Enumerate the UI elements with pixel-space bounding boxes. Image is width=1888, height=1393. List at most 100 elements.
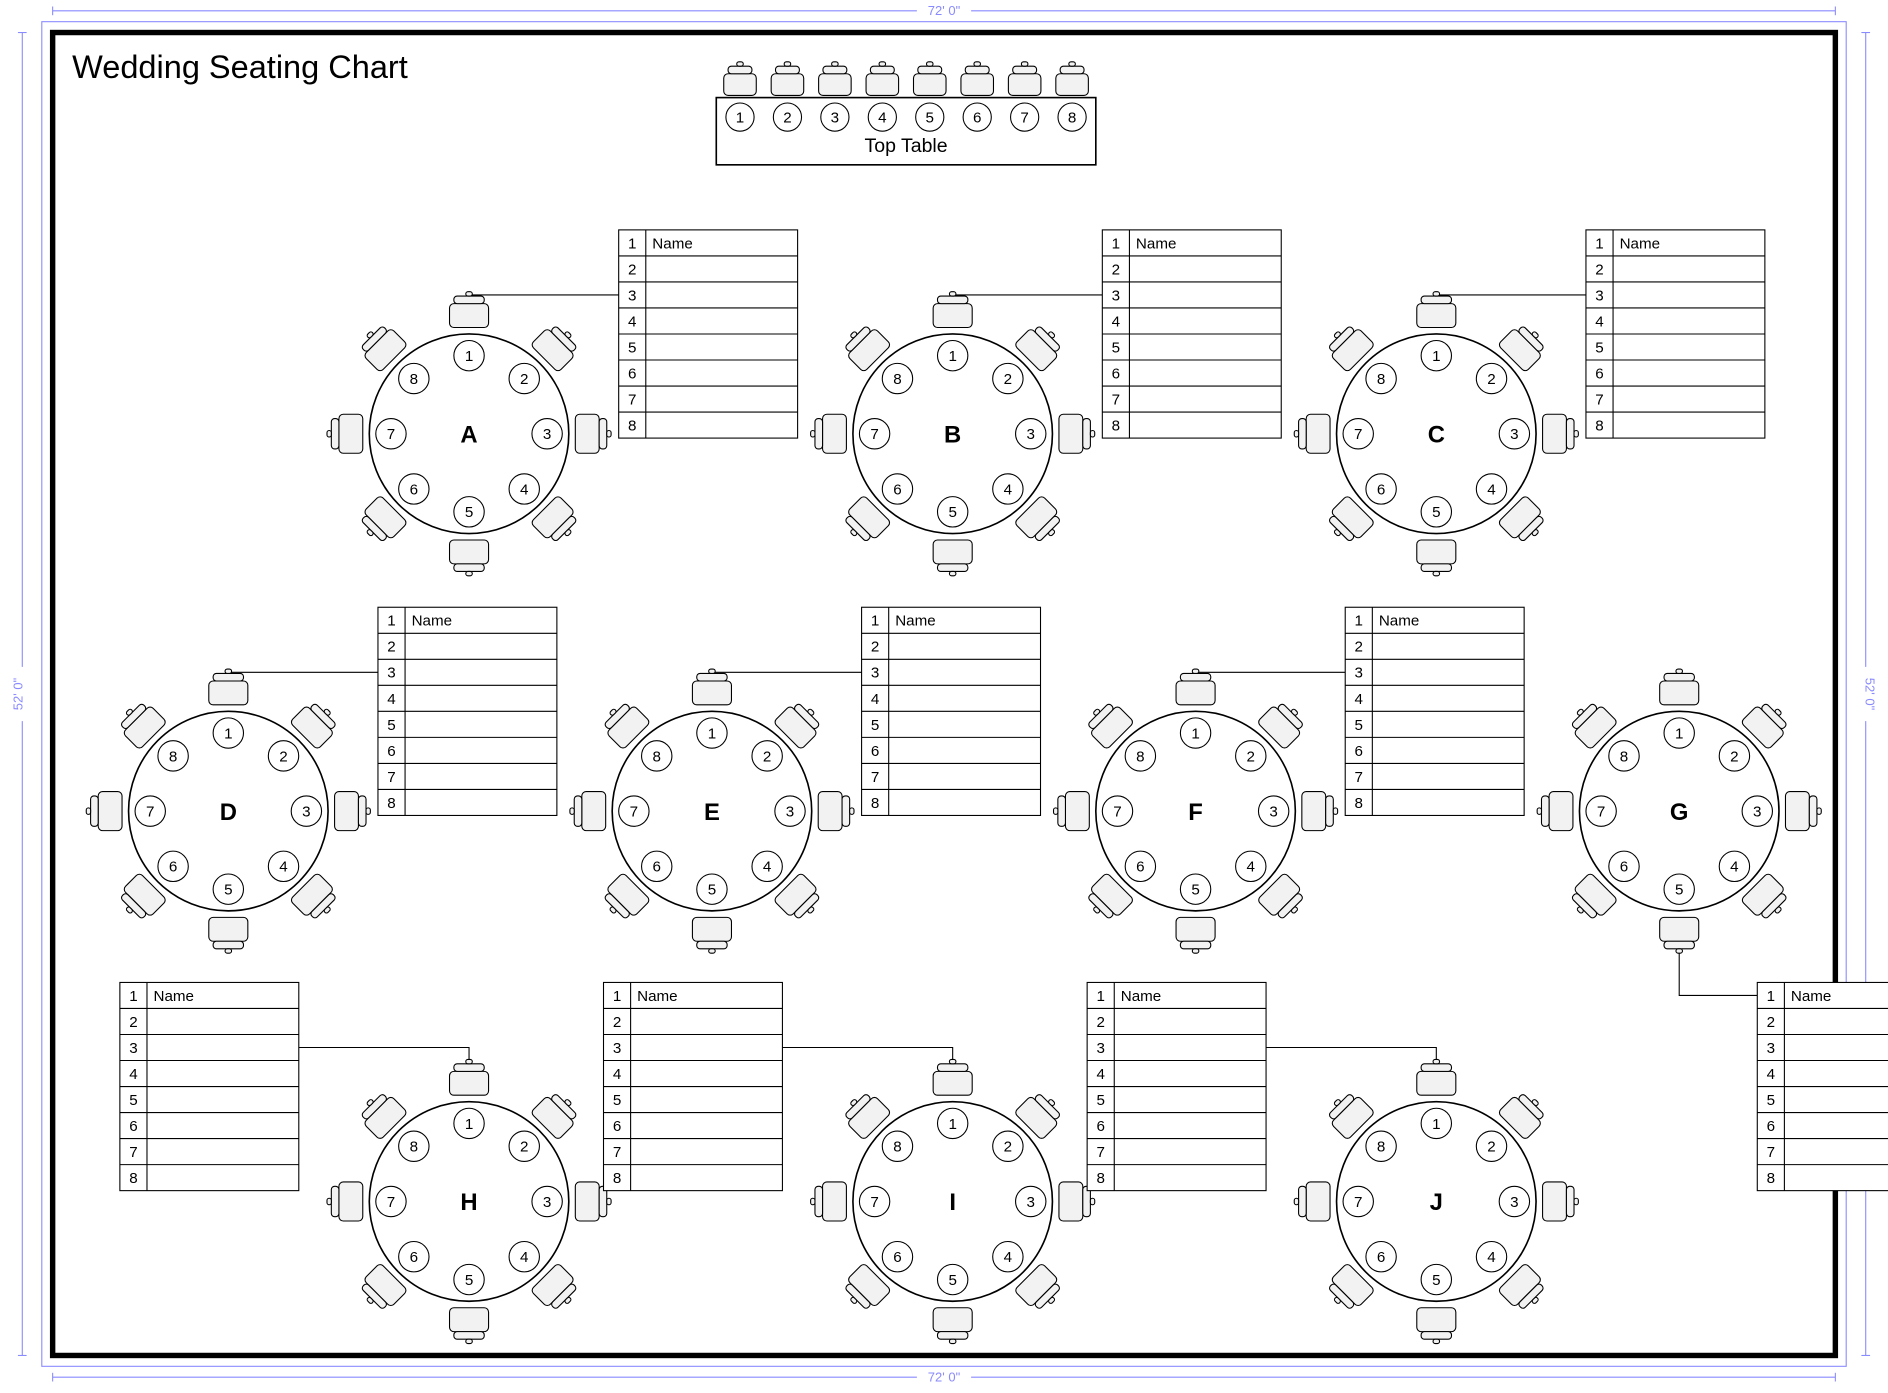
namelist-F-num-2: 2 xyxy=(1355,639,1363,656)
namelist-E: 12345678Name xyxy=(862,607,1041,815)
namelist-F-num-7: 7 xyxy=(1355,769,1363,786)
namelist-D-num-2: 2 xyxy=(387,639,395,656)
namelist-C-num-6: 6 xyxy=(1595,365,1603,382)
table-C-chair-5 xyxy=(1417,540,1456,576)
namelist-C-num-2: 2 xyxy=(1595,261,1603,278)
table-E-seat-3: 3 xyxy=(786,804,794,821)
namelist-I-num-3: 3 xyxy=(613,1040,621,1057)
table-A-chair-1 xyxy=(450,292,489,328)
namelist-B: 12345678Name xyxy=(1102,230,1281,438)
top-table-seat-6: 6 xyxy=(973,110,981,127)
namelist-B-num-2: 2 xyxy=(1112,261,1120,278)
table-A-seat-1: 1 xyxy=(465,348,473,365)
connector-D xyxy=(228,672,378,700)
table-I-chair-7 xyxy=(811,1182,847,1221)
namelist-A-num-8: 8 xyxy=(628,417,636,434)
table-G-seat-8: 8 xyxy=(1620,748,1628,765)
table-G-seat-2: 2 xyxy=(1730,748,1738,765)
namelist-A: 12345678Name xyxy=(619,230,798,438)
table-D-seat-6: 6 xyxy=(169,859,177,876)
namelist-C-num-5: 5 xyxy=(1595,339,1603,356)
namelist-F-num-8: 8 xyxy=(1355,795,1363,812)
namelist-J-num-4: 4 xyxy=(1096,1066,1104,1083)
table-F-chair-3 xyxy=(1302,792,1338,831)
namelist-F-header: Name xyxy=(1379,613,1419,630)
top-table-chair-5 xyxy=(914,62,947,96)
table-I-label: I xyxy=(949,1189,956,1216)
table-B-seat-7: 7 xyxy=(870,426,878,443)
namelist-G-num-1: 1 xyxy=(1767,988,1775,1005)
table-D: 12345678D xyxy=(86,669,370,953)
namelist-D-num-6: 6 xyxy=(387,743,395,760)
table-A-seat-5: 5 xyxy=(465,504,473,521)
top-table-seat-4: 4 xyxy=(878,110,886,127)
table-D-seat-1: 1 xyxy=(224,725,232,742)
top-table-seat-3: 3 xyxy=(831,110,839,127)
table-A: 12345678A xyxy=(327,292,611,576)
table-H-seat-2: 2 xyxy=(520,1139,528,1156)
namelist-H-num-7: 7 xyxy=(129,1144,137,1161)
table-D-seat-7: 7 xyxy=(146,804,154,821)
table-H-seat-7: 7 xyxy=(387,1194,395,1211)
namelist-D: 12345678Name xyxy=(378,607,557,815)
table-B-seat-3: 3 xyxy=(1027,426,1035,443)
top-table-chair-6 xyxy=(961,62,994,96)
table-H-label: H xyxy=(460,1189,477,1216)
table-F-chair-7 xyxy=(1054,792,1090,831)
table-D-seat-4: 4 xyxy=(279,859,287,876)
namelist-B-num-1: 1 xyxy=(1112,235,1120,252)
table-H-chair-1 xyxy=(450,1059,489,1095)
namelist-J-header: Name xyxy=(1121,988,1161,1005)
table-C-seat-7: 7 xyxy=(1354,426,1362,443)
table-J-seat-3: 3 xyxy=(1510,1194,1518,1211)
table-A-label: A xyxy=(460,421,477,448)
table-A-seat-8: 8 xyxy=(410,371,418,388)
namelist-E-num-8: 8 xyxy=(871,795,879,812)
table-C-seat-4: 4 xyxy=(1487,481,1495,498)
namelist-C: 12345678Name xyxy=(1586,230,1765,438)
namelist-F-num-5: 5 xyxy=(1355,717,1363,734)
ruler-height-left: 52' 0" xyxy=(10,677,25,710)
namelist-B-num-8: 8 xyxy=(1112,417,1120,434)
namelist-F-num-6: 6 xyxy=(1355,743,1363,760)
table-J-seat-1: 1 xyxy=(1432,1116,1440,1133)
namelist-E-header: Name xyxy=(895,613,935,630)
connector-C xyxy=(1436,295,1586,323)
namelist-J-num-7: 7 xyxy=(1096,1144,1104,1161)
top-table-seat-2: 2 xyxy=(783,110,791,127)
namelist-I-num-5: 5 xyxy=(613,1092,621,1109)
top-table-chair-3 xyxy=(819,62,852,96)
ruler-width-top: 72' 0" xyxy=(928,3,961,18)
namelist-F-num-4: 4 xyxy=(1355,691,1363,708)
namelist-E-num-1: 1 xyxy=(871,613,879,630)
namelist-J-num-5: 5 xyxy=(1096,1092,1104,1109)
table-F-seat-7: 7 xyxy=(1113,804,1121,821)
namelist-C-header: Name xyxy=(1620,235,1660,252)
connector-E xyxy=(712,672,862,700)
table-J-chair-5 xyxy=(1417,1308,1456,1344)
table-G-chair-1 xyxy=(1660,669,1699,705)
namelist-A-header: Name xyxy=(652,235,692,252)
namelist-H-num-2: 2 xyxy=(129,1014,137,1031)
table-I-seat-2: 2 xyxy=(1004,1139,1012,1156)
chart-title: Wedding Seating Chart xyxy=(72,49,408,85)
namelist-D-num-4: 4 xyxy=(387,691,395,708)
table-B-label: B xyxy=(944,421,961,448)
table-J-chair-1 xyxy=(1417,1059,1456,1095)
top-table-chair-4 xyxy=(866,62,899,96)
table-E-seat-8: 8 xyxy=(653,748,661,765)
table-C-seat-2: 2 xyxy=(1487,371,1495,388)
table-D-seat-2: 2 xyxy=(279,748,287,765)
namelist-H-num-5: 5 xyxy=(129,1092,137,1109)
table-C-seat-1: 1 xyxy=(1432,348,1440,365)
namelist-J-num-8: 8 xyxy=(1096,1170,1104,1187)
namelist-G-num-2: 2 xyxy=(1767,1014,1775,1031)
namelist-D-num-1: 1 xyxy=(387,613,395,630)
table-E-chair-5 xyxy=(692,917,731,953)
table-E-chair-1 xyxy=(692,669,731,705)
namelist-G-num-3: 3 xyxy=(1767,1040,1775,1057)
table-G-seat-6: 6 xyxy=(1620,859,1628,876)
table-E-label: E xyxy=(704,799,720,826)
namelist-I-num-6: 6 xyxy=(613,1118,621,1135)
table-J-seat-2: 2 xyxy=(1487,1139,1495,1156)
